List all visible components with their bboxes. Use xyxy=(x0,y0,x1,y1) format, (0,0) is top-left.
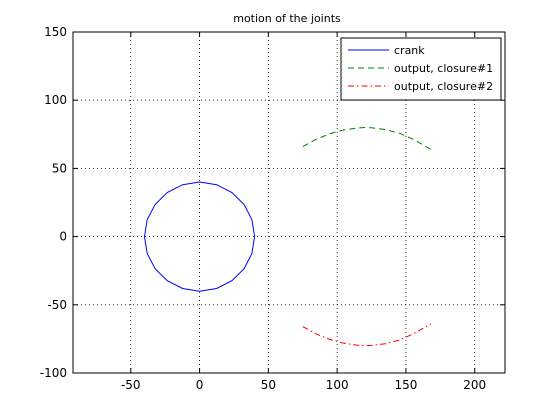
legend-label-3: output, closure#2 xyxy=(394,80,493,93)
x-tick-label: 50 xyxy=(261,378,276,392)
legend-label-1: crank xyxy=(394,44,425,57)
y-tick-label: -50 xyxy=(47,298,67,312)
series-lines xyxy=(143,126,431,347)
x-tick-label: 100 xyxy=(326,378,349,392)
y-tick-label: 150 xyxy=(44,25,67,39)
x-tick-label: 150 xyxy=(394,378,417,392)
series-line-3 xyxy=(302,323,431,347)
legend: crank output, closure#1 output, closure#2 xyxy=(340,37,502,101)
axes-frame xyxy=(72,31,506,374)
x-tick-label: 200 xyxy=(463,378,486,392)
y-tick-label: 0 xyxy=(59,230,67,244)
y-tick-label: -100 xyxy=(40,366,67,380)
axis-ticks: -50 0 50 100 150 200 -100 -50 0 50 100 150 xyxy=(40,25,505,392)
legend-label-2: output, closure#1 xyxy=(394,62,493,75)
x-tick-label: -50 xyxy=(121,378,141,392)
x-tick-label: 0 xyxy=(196,378,204,392)
chart-title: motion of the joints xyxy=(233,12,341,25)
legend-box xyxy=(340,37,502,101)
series-line-1 xyxy=(143,181,256,292)
y-tick-label: 50 xyxy=(52,161,67,175)
series-line-2 xyxy=(302,126,431,150)
y-tick-label: 100 xyxy=(44,93,67,107)
